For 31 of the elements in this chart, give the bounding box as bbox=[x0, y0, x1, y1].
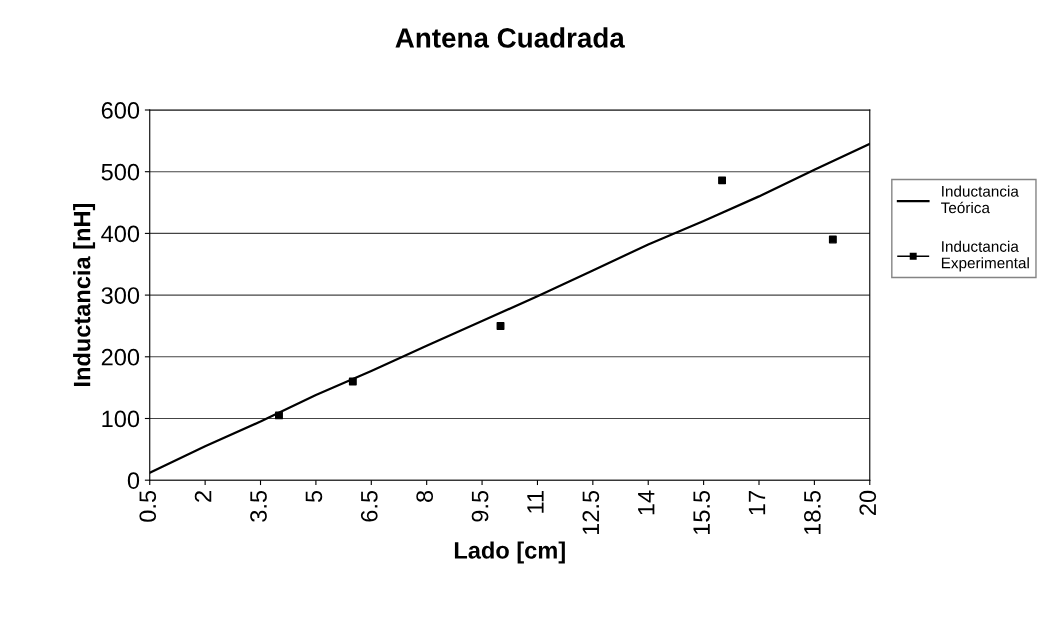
y-tick-label: 500 bbox=[101, 163, 140, 181]
y-tick-label: 200 bbox=[101, 348, 140, 366]
legend-label: Inductancia Experimental bbox=[941, 240, 1029, 272]
x-tick-label: 6.5 bbox=[360, 490, 378, 522]
x-tick-label: 20 bbox=[859, 490, 877, 515]
x-tick-label: 12.5 bbox=[582, 490, 600, 535]
y-tick-label: 600 bbox=[101, 102, 140, 119]
y-tick-label: 300 bbox=[101, 287, 140, 304]
x-tick-label: 3.5 bbox=[250, 490, 267, 522]
legend-label: Inductancia Teórica bbox=[941, 185, 1019, 214]
x-tick-label: 17 bbox=[748, 491, 766, 515]
x-tick-label: 9.5 bbox=[471, 490, 489, 522]
x-tick-label: 11 bbox=[527, 491, 544, 513]
y-tick-label: 0 bbox=[127, 472, 140, 489]
y-tick-label: 100 bbox=[102, 410, 140, 428]
x-tick-label: 8 bbox=[416, 490, 434, 503]
point bbox=[828, 235, 837, 244]
x-tick-label: 15.5 bbox=[693, 490, 710, 535]
chart-title: Antena Cuadrada bbox=[395, 27, 625, 48]
point bbox=[496, 321, 505, 330]
x-tick-label: 0.5 bbox=[139, 490, 157, 522]
x-axis-title: Lado [cm] bbox=[454, 541, 565, 564]
x-tick-label: 2 bbox=[194, 491, 212, 502]
y-tick-label: 400 bbox=[101, 225, 140, 243]
point bbox=[275, 411, 283, 420]
x-tick-label: 5 bbox=[305, 490, 323, 503]
y-axis-title: Inductancia [nH] bbox=[73, 203, 96, 386]
point bbox=[718, 176, 727, 185]
x-tick-label: 14 bbox=[638, 490, 655, 515]
x-tick-label: 18.5 bbox=[804, 490, 821, 535]
point bbox=[348, 377, 357, 386]
